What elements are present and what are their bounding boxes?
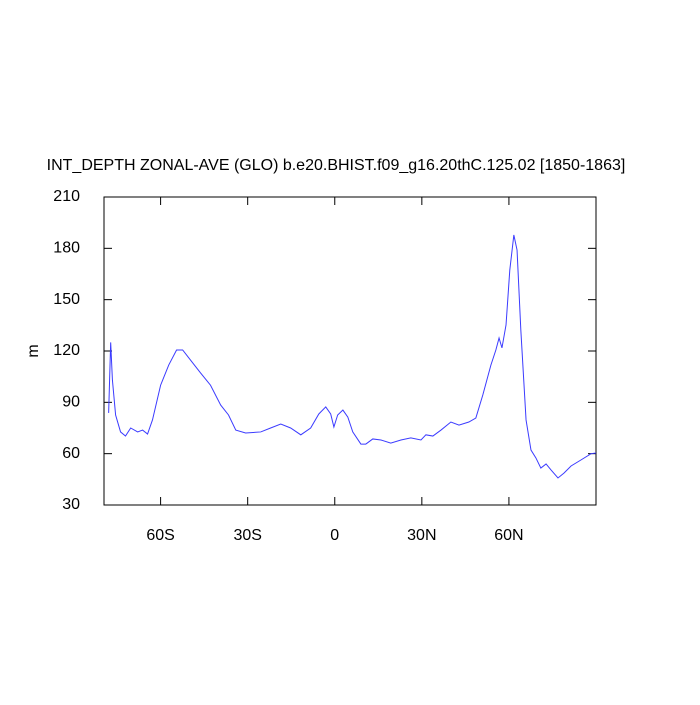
x-tick-label: 60S: [146, 527, 174, 544]
chart-title: INT_DEPTH ZONAL-AVE (GLO) b.e20.BHIST.f0…: [47, 157, 626, 174]
y-tick-label: 60: [62, 445, 80, 462]
y-tick-label: 180: [53, 240, 80, 257]
y-tick-label: 150: [53, 291, 80, 308]
data-line: [108, 234, 597, 479]
x-tick-label: 30N: [407, 527, 436, 544]
x-tick-label: 60N: [494, 527, 523, 544]
x-tick-label: 30S: [233, 527, 261, 544]
y-tick-label: 120: [53, 342, 80, 359]
y-tick-label: 30: [62, 496, 80, 513]
y-axis-label: m: [25, 344, 42, 357]
y-tick-label: 210: [53, 188, 80, 205]
x-tick-label: 0: [330, 527, 339, 544]
y-tick-label: 90: [62, 394, 80, 411]
